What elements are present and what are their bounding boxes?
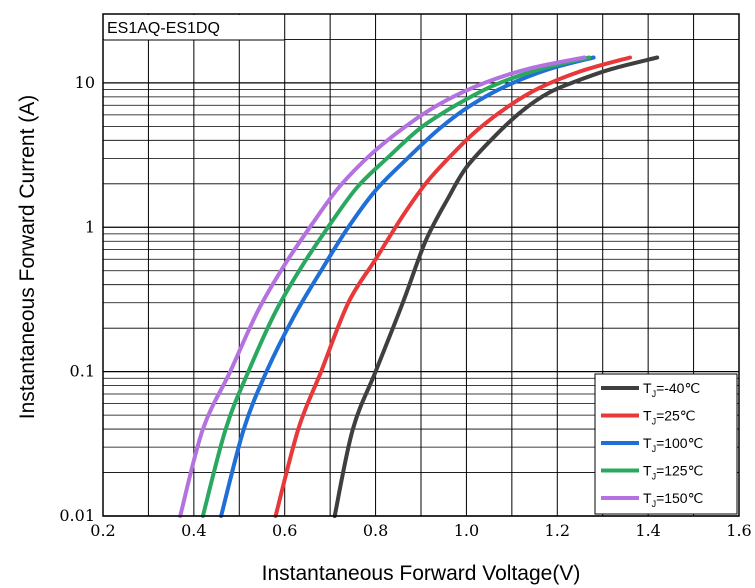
y-tick-label: 0.01 <box>59 506 95 525</box>
y-tick-label: 0.1 <box>70 362 95 381</box>
legend-label: TJ=150℃ <box>643 490 703 509</box>
x-axis-title: Instantaneous Forward Voltage(V) <box>262 562 581 585</box>
x-tick-label: 0.2 <box>90 521 115 540</box>
part-number-label: ES1AQ-ES1DQ <box>107 20 220 37</box>
x-tick-label: 0.6 <box>272 521 297 540</box>
series-line-1 <box>273 55 632 518</box>
legend-label: TJ=125℃ <box>643 463 703 482</box>
series-line-3 <box>200 55 592 518</box>
series-line-0 <box>332 55 660 518</box>
x-tick-label: 1.0 <box>454 521 479 540</box>
y-tick-labels: 0.01 0.1 1 10 <box>59 73 95 525</box>
legend: TJ=-40℃ TJ=25℃ TJ=100℃ TJ=125℃ TJ=150℃ <box>594 373 738 515</box>
plot-frame <box>102 13 740 517</box>
x-tick-label: 1.2 <box>545 521 570 540</box>
y-tick-label: 1 <box>85 217 95 236</box>
legend-label: TJ=25℃ <box>643 408 696 427</box>
series-line-2 <box>219 55 596 518</box>
y-tick-label: 10 <box>75 73 95 92</box>
x-tick-label: 0.4 <box>181 521 206 540</box>
x-tick-label: 1.6 <box>726 521 751 540</box>
x-tick-labels: 0.2 0.4 0.6 0.8 1.0 1.2 1.4 1.6 <box>90 521 751 540</box>
x-tick-label: 0.8 <box>363 521 388 540</box>
part-number-box: ES1AQ-ES1DQ <box>104 15 284 41</box>
legend-label: TJ=100℃ <box>643 435 703 454</box>
x-tick-label: 1.4 <box>635 521 660 540</box>
legend-label: TJ=-40℃ <box>643 380 700 399</box>
series-curves <box>178 55 660 518</box>
y-axis-title: Instantaneous Forward Current (A) <box>16 95 39 419</box>
series-line-4 <box>178 55 587 518</box>
